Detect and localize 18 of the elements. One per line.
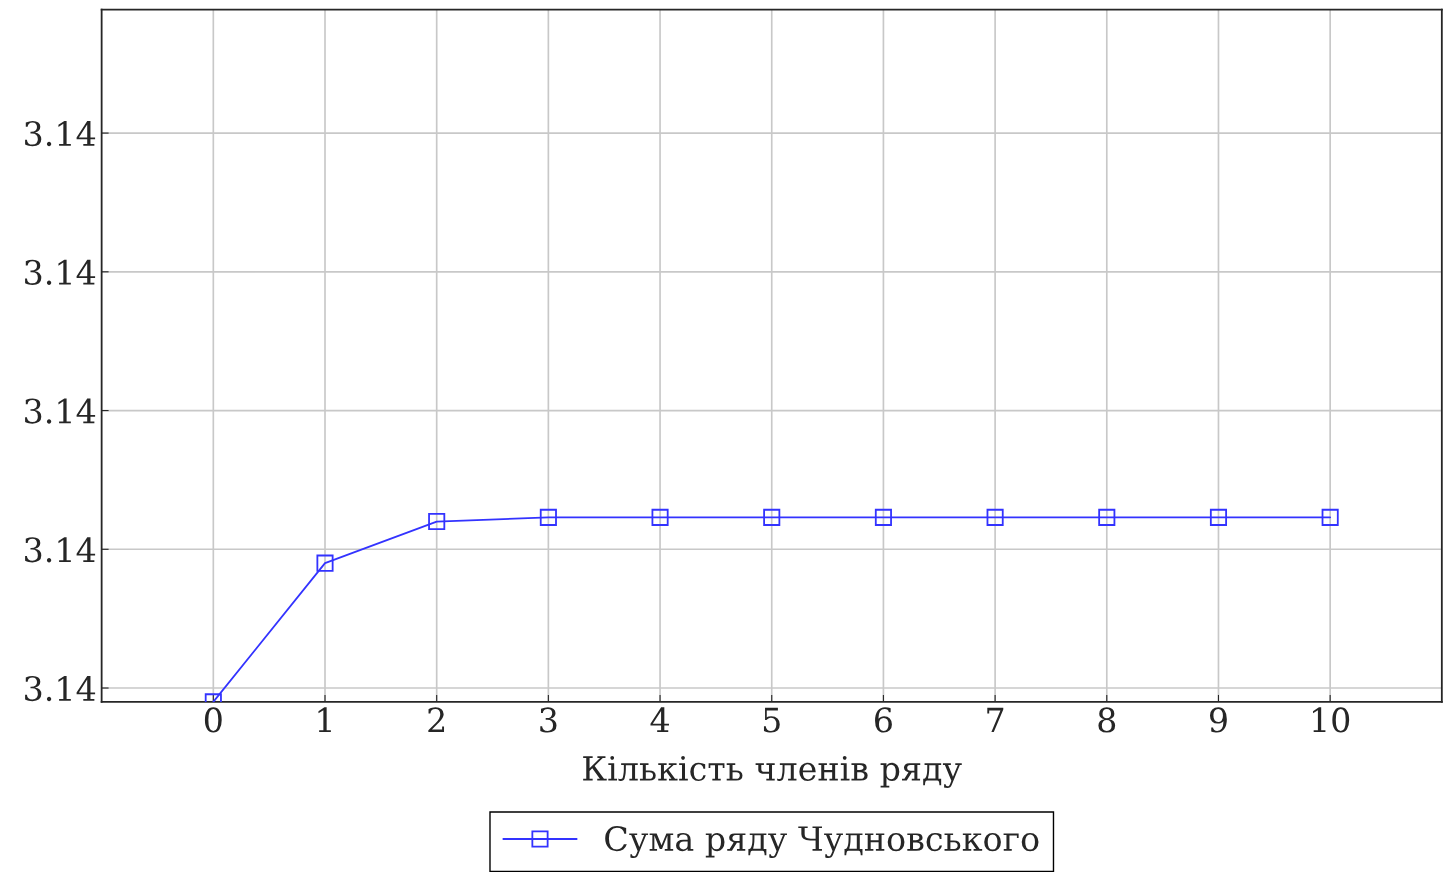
x-tick-label: 9: [1209, 707, 1227, 733]
x-axis-title: Кількість членів ряду: [583, 756, 962, 788]
y-tick-label: 3.14: [25, 259, 96, 285]
x-tick-label: 2: [428, 707, 445, 733]
x-tick-label: 6: [875, 707, 892, 733]
x-tick-label: 4: [650, 707, 669, 733]
x-tick-label: 10: [1313, 707, 1350, 733]
x-tick-label: 3: [540, 707, 557, 733]
x-tick-label: 5: [763, 707, 780, 733]
x-tick-label: 8: [1098, 707, 1116, 733]
y-tick-label: 3.14: [25, 537, 96, 563]
y-tick-label: 3.14: [25, 675, 96, 702]
y-tick-label: 3.14: [25, 398, 96, 424]
x-tick-label: 7: [987, 707, 1004, 733]
legend-label: Сума ряду Чудновського: [605, 825, 1039, 859]
x-tick-label: 1: [318, 707, 331, 733]
y-tick-label: 3.14: [25, 121, 96, 147]
x-tick-label: 0: [204, 707, 222, 733]
